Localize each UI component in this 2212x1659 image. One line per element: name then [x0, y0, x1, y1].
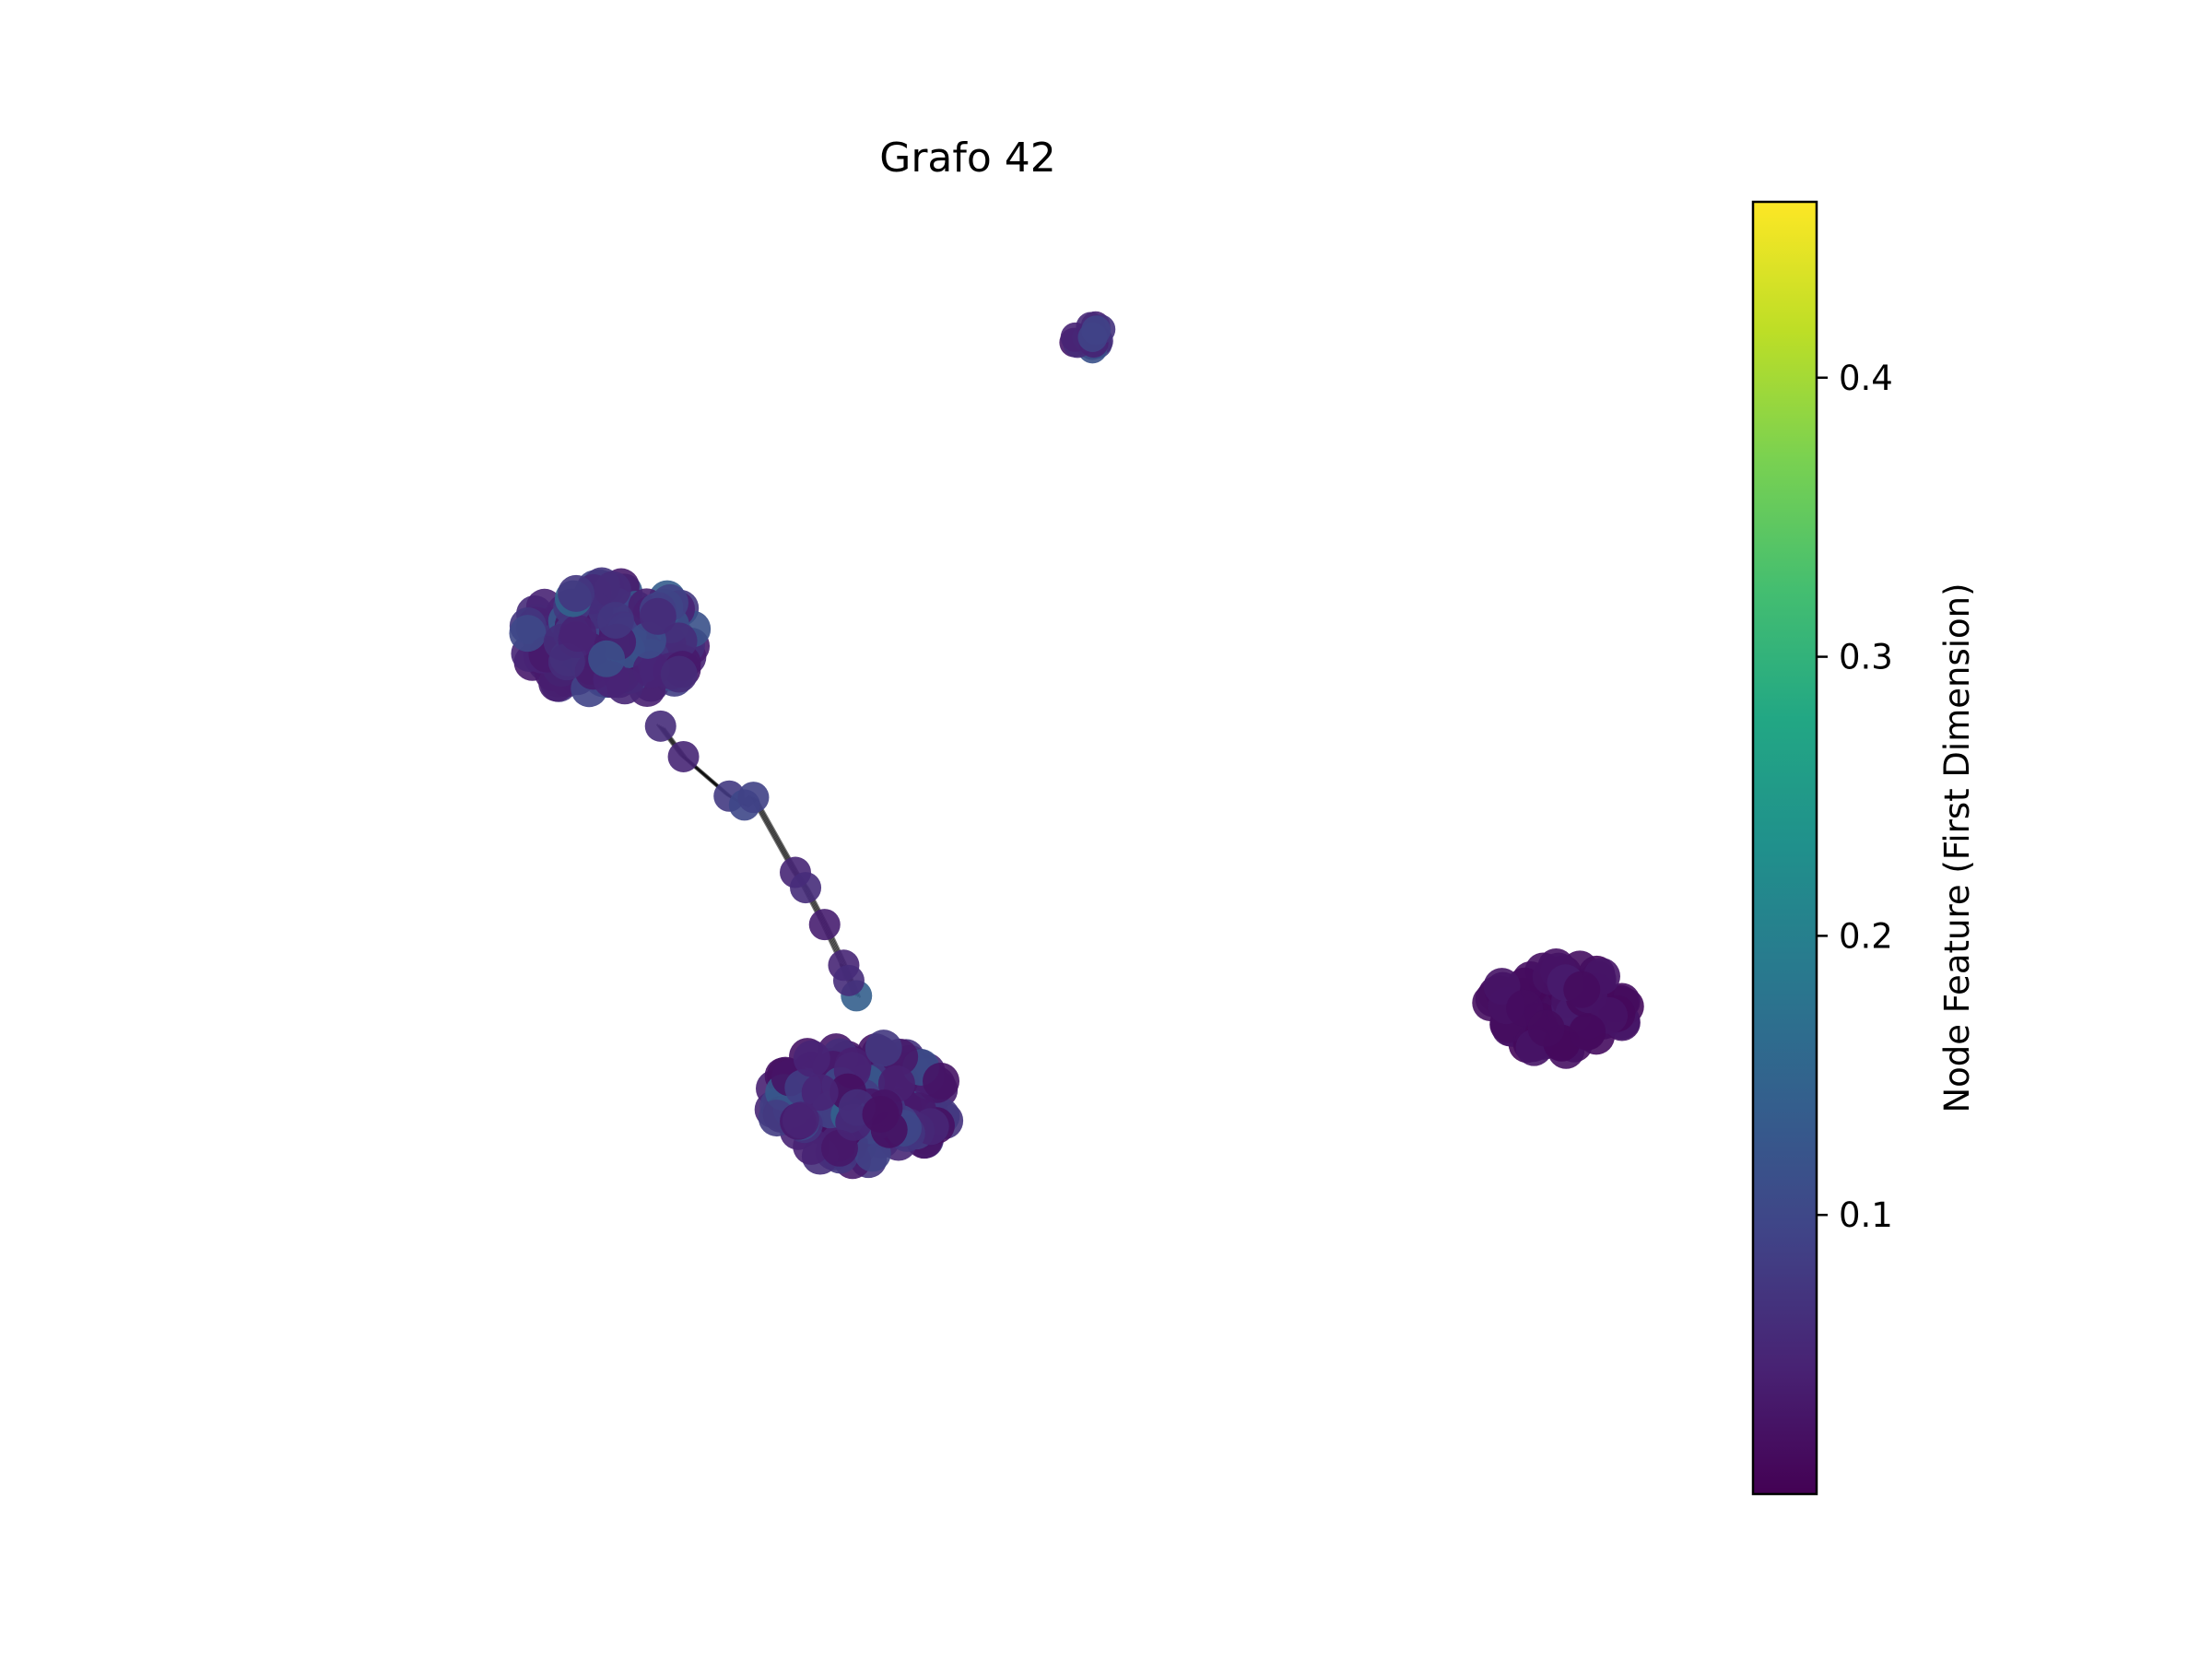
graph-node: [594, 571, 631, 608]
graph-node: [509, 615, 547, 653]
graph-node: [588, 640, 626, 677]
nodes-layer: [509, 311, 1644, 1180]
graph-node: [1569, 1013, 1606, 1051]
graph-node: [808, 909, 841, 941]
graph-node: [639, 597, 677, 635]
chart-title: Grafo 42: [879, 135, 1056, 182]
graph-node: [660, 655, 698, 693]
colorbar-tick-label: 0.1: [1839, 1195, 1893, 1235]
graph-node: [865, 1030, 902, 1067]
graph-node: [790, 872, 822, 904]
colorbar-label: Node Feature (First Dimension): [1937, 582, 1977, 1112]
colorbar-tick-label: 0.4: [1839, 359, 1893, 398]
graph-node: [1563, 971, 1601, 1008]
graph-node: [801, 1074, 839, 1112]
graph-node: [793, 1040, 830, 1077]
graph-node: [667, 740, 700, 772]
graph-node: [559, 615, 597, 653]
graph-node: [632, 651, 670, 688]
graph-node: [597, 601, 635, 639]
graph-node: [644, 710, 677, 742]
colorbar-tick-label: 0.3: [1839, 638, 1893, 677]
graph-node: [862, 1095, 900, 1133]
graph-node: [547, 643, 585, 681]
graph-node: [782, 1101, 819, 1139]
graph-node: [832, 964, 865, 996]
graph-node: [660, 622, 698, 660]
graph-node: [1527, 1009, 1565, 1047]
graph-node: [737, 782, 770, 814]
graph-node: [1081, 315, 1112, 346]
graph-node: [1483, 968, 1521, 1006]
colorbar-ticks: 0.1 0.2 0.3 0.4: [1817, 359, 1893, 1235]
colorbar-gradient: [1751, 200, 1818, 1496]
graph-node: [923, 1062, 960, 1100]
colorbar: 0.1 0.2 0.3 0.4 Node Feature (First Dimensi…: [1751, 200, 1977, 1496]
graph-node: [558, 574, 595, 612]
colorbar-tick-label: 0.2: [1839, 916, 1893, 956]
